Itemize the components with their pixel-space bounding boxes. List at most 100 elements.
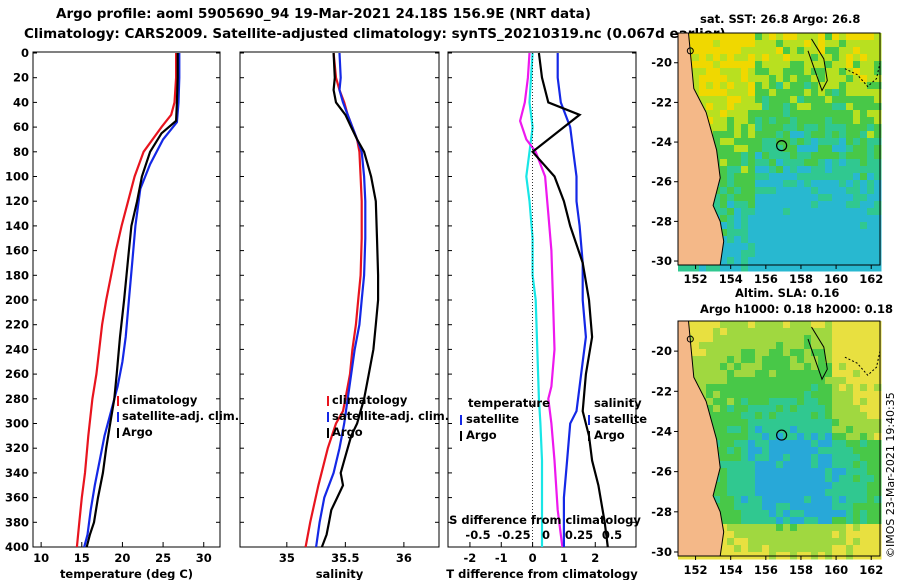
map-cell (839, 405, 847, 413)
map-cell (811, 75, 819, 83)
map-cell (755, 545, 763, 553)
map-cell (797, 117, 805, 125)
x-tick-label: 0 (529, 551, 537, 565)
map-cell (867, 96, 875, 104)
map-cell (874, 40, 882, 48)
map-cell (734, 370, 742, 378)
map-cell (741, 250, 749, 258)
map-cell (727, 222, 735, 230)
map-cell (818, 321, 826, 329)
map-cell (748, 531, 756, 539)
map-cell (860, 419, 868, 427)
map-cell (706, 117, 714, 125)
x-tick-label: -1 (495, 551, 508, 565)
map-cell (853, 47, 861, 55)
map-cell (825, 454, 833, 462)
map-cell (804, 159, 812, 167)
map-cell (692, 61, 700, 69)
map-cell (783, 152, 791, 160)
map-cell (860, 166, 868, 174)
map-cell (804, 538, 812, 546)
map-cell (811, 68, 819, 76)
map-cell (734, 503, 742, 511)
map-cell (713, 321, 721, 329)
map-cell (804, 117, 812, 125)
map-cell (790, 517, 798, 525)
map-cell (839, 243, 847, 251)
map-cell (727, 377, 735, 385)
map-cell (741, 215, 749, 223)
y-tick-label: 220 (5, 318, 29, 332)
map-cell (825, 61, 833, 69)
map-cell (874, 482, 882, 490)
map-cell (825, 517, 833, 525)
map-cell (769, 328, 777, 336)
map-cell (797, 412, 805, 420)
map-cell (734, 54, 742, 62)
map-cell (790, 40, 798, 48)
map-cell (825, 96, 833, 104)
map-cell (860, 257, 868, 265)
map-cell (811, 33, 819, 41)
map-cell (797, 489, 805, 497)
map-cell (741, 412, 749, 420)
map-cell (867, 75, 875, 83)
map-cell (769, 447, 777, 455)
map-cell (811, 54, 819, 62)
map-cell (853, 531, 861, 539)
map-cell (720, 419, 728, 427)
map-cell (839, 75, 847, 83)
map-cell (860, 222, 868, 230)
map-cell (853, 75, 861, 83)
map-cell (776, 159, 784, 167)
map-cell (776, 61, 784, 69)
map-cell (811, 398, 819, 406)
map-cell (783, 412, 791, 420)
map-cell (860, 426, 868, 434)
map-cell (811, 496, 819, 504)
map-cell (804, 356, 812, 364)
y-tick-label: 320 (5, 441, 29, 455)
map-cell (776, 468, 784, 476)
map-cell (762, 356, 770, 364)
map-cell (790, 145, 798, 153)
map-cell (790, 454, 798, 462)
map-cell (699, 68, 707, 76)
map-cell (741, 545, 749, 553)
map-cell (825, 489, 833, 497)
map-cell (825, 321, 833, 329)
map-cell (720, 461, 728, 469)
map-cell (741, 166, 749, 174)
map-cell (811, 454, 819, 462)
map-cell (811, 257, 819, 265)
map-cell (860, 349, 868, 357)
island-outline (686, 47, 694, 55)
map-cell (832, 342, 840, 350)
map-cell (860, 159, 868, 167)
map-cell (727, 124, 735, 132)
map-cell (720, 447, 728, 455)
map-cell (825, 173, 833, 181)
map-cell (811, 201, 819, 209)
map-cell (846, 517, 854, 525)
map-cell (727, 384, 735, 392)
map-cell (853, 236, 861, 244)
map-cell (853, 384, 861, 392)
map-cell (811, 159, 819, 167)
map-cell (804, 89, 812, 97)
map-cell (867, 538, 875, 546)
map-cell (706, 328, 714, 336)
x-tick-label: 1 (560, 551, 568, 565)
map-cell (720, 180, 728, 188)
map-cell (825, 545, 833, 553)
map-cell (832, 482, 840, 490)
map-cell (713, 419, 721, 427)
map-cell (755, 482, 763, 490)
map-cell (832, 215, 840, 223)
map-cell (874, 440, 882, 448)
map-cell (874, 531, 882, 539)
map-cell (734, 405, 742, 413)
map-cell (755, 61, 763, 69)
map-cell (839, 349, 847, 357)
map-cell (692, 68, 700, 76)
